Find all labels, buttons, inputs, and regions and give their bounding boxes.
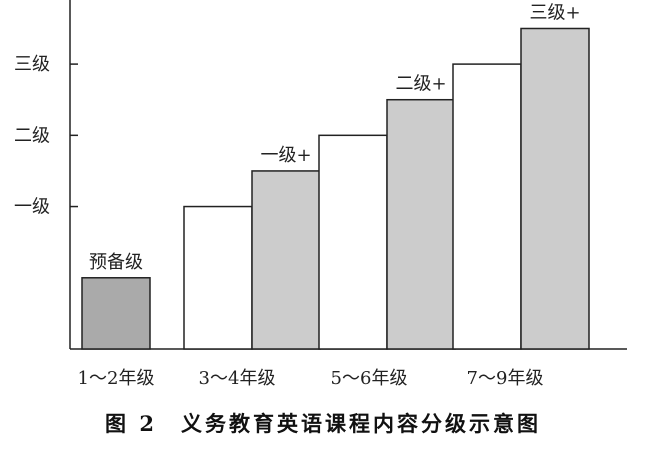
category-labels: 1～2年级 3～4年级 5～6年级 7～9年级 — [78, 368, 544, 389]
y-tick-label-2: 三级 — [14, 54, 50, 75]
bar-0-0 — [81, 277, 151, 350]
bar-label-0-0: 预备级 — [89, 252, 143, 273]
y-tick-label-1: 二级 — [14, 125, 50, 146]
category-label-0: 1～2年级 — [78, 368, 155, 389]
bar-label-1-1: 一级+ — [260, 145, 311, 166]
figure-caption: 图 2 义务教育英语课程内容分级示意图 — [105, 411, 541, 436]
bar-3-1 — [520, 27, 590, 350]
category-label-3: 7～9年级 — [467, 368, 544, 389]
y-tick-label-0: 一级 — [14, 197, 50, 218]
category-label-1: 3～4年级 — [199, 368, 276, 389]
bar-labels: 预备级 一级+ 二级+ 三级+ — [89, 2, 581, 272]
bar-1-0 — [183, 205, 253, 350]
bar-label-2-1: 二级+ — [395, 74, 446, 95]
bar-3-0 — [452, 63, 522, 350]
bar-1-1 — [251, 170, 321, 350]
bar-label-3-1: 三级+ — [529, 2, 580, 23]
bar-2-0 — [318, 134, 388, 350]
category-label-2: 5～6年级 — [331, 368, 408, 389]
bars — [81, 27, 590, 350]
bar-2-1 — [386, 98, 456, 350]
